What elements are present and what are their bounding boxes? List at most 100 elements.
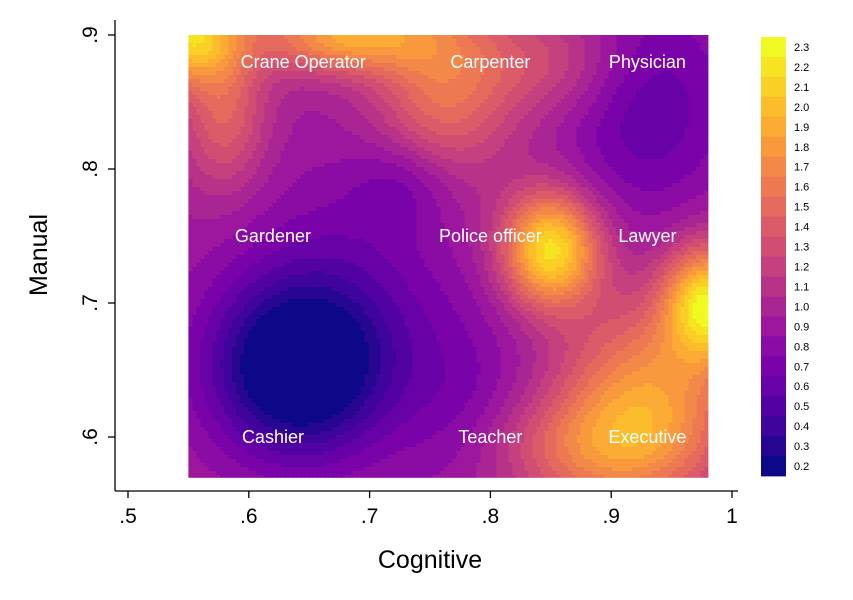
heat-cell <box>500 175 505 180</box>
heat-cell <box>608 183 613 188</box>
heat-cell <box>648 71 653 76</box>
heat-cell <box>380 159 385 164</box>
heat-cell <box>444 147 449 152</box>
heat-cell <box>228 67 233 72</box>
heat-cell <box>532 91 537 96</box>
heat-cell <box>408 71 413 76</box>
heat-cell <box>356 103 361 108</box>
heat-cell <box>616 43 621 48</box>
heat-cell <box>216 115 221 120</box>
heat-cell <box>320 175 325 180</box>
heat-cell <box>188 155 193 160</box>
heat-cell <box>488 35 493 40</box>
heat-cell <box>568 139 573 144</box>
heat-cell <box>680 91 685 96</box>
heat-cell <box>260 107 265 112</box>
heat-cell <box>476 99 481 104</box>
heat-cell <box>588 127 593 132</box>
heat-cell <box>404 55 409 60</box>
heat-cell <box>532 51 537 56</box>
heat-cell <box>436 39 441 44</box>
heat-cell <box>472 139 477 144</box>
heat-cell <box>440 63 445 68</box>
heat-cell <box>436 83 441 88</box>
heat-cell <box>552 171 557 176</box>
heat-cell <box>596 43 601 48</box>
heat-cell <box>704 47 709 52</box>
heat-cell <box>696 123 701 128</box>
heat-cell <box>468 131 473 136</box>
heat-cell <box>492 135 497 140</box>
heat-cell <box>628 63 633 68</box>
heat-cell <box>428 47 433 52</box>
heat-cell <box>660 95 665 100</box>
heat-cell <box>704 79 709 84</box>
heat-cell <box>592 91 597 96</box>
heat-cell <box>508 147 513 152</box>
heat-cell <box>340 51 345 56</box>
heat-cell <box>312 139 317 144</box>
heat-cell <box>456 75 461 80</box>
heat-cell <box>576 91 581 96</box>
heat-cell <box>296 87 301 92</box>
heat-cell <box>240 71 245 76</box>
heat-cell <box>680 155 685 160</box>
heat-cell <box>420 39 425 44</box>
heat-cell <box>552 75 557 80</box>
heat-cell <box>212 39 217 44</box>
heat-cell <box>672 63 677 68</box>
heat-cell <box>600 175 605 180</box>
heat-cell <box>588 51 593 56</box>
heat-cell <box>228 159 233 164</box>
heat-cell <box>376 163 381 168</box>
heat-cell <box>284 87 289 92</box>
heat-cell <box>476 159 481 164</box>
heat-cell <box>600 83 605 88</box>
heat-cell <box>496 163 501 168</box>
heat-cell <box>368 71 373 76</box>
heat-cell <box>524 35 529 40</box>
heat-cell <box>344 171 349 176</box>
heat-cell <box>224 119 229 124</box>
heat-cell <box>552 103 557 108</box>
heat-cell <box>208 147 213 152</box>
heat-cell <box>592 155 597 160</box>
heat-cell <box>460 99 465 104</box>
heat-cell <box>476 35 481 40</box>
heat-cell <box>584 99 589 104</box>
heat-cell <box>656 131 661 136</box>
heat-cell <box>396 115 401 120</box>
heat-cell <box>664 183 669 188</box>
heat-cell <box>700 163 705 168</box>
heat-cell <box>696 51 701 56</box>
heat-cell <box>504 147 509 152</box>
heat-cell <box>204 131 209 136</box>
heat-cell <box>604 123 609 128</box>
heat-cell <box>492 75 497 80</box>
heat-cell <box>448 91 453 96</box>
heat-cell <box>672 83 677 88</box>
heat-cell <box>600 131 605 136</box>
heat-cell <box>512 163 517 168</box>
heat-cell <box>552 47 557 52</box>
heat-cell <box>368 63 373 68</box>
heat-cell <box>588 123 593 128</box>
heat-cell <box>588 47 593 52</box>
heat-cell <box>556 163 561 168</box>
heat-cell <box>292 187 297 192</box>
heat-cell <box>696 67 701 72</box>
heat-cell <box>472 59 477 64</box>
heat-cell <box>604 79 609 84</box>
heat-cell <box>664 119 669 124</box>
heat-cell <box>340 91 345 96</box>
heat-cell <box>540 87 545 92</box>
heat-cell <box>240 67 245 72</box>
heat-cell <box>580 95 585 100</box>
heat-cell <box>288 75 293 80</box>
heat-cell <box>568 155 573 160</box>
heat-cell <box>396 155 401 160</box>
heat-cell <box>244 91 249 96</box>
heat-cell <box>440 123 445 128</box>
heat-cell <box>192 131 197 136</box>
heat-cell <box>544 139 549 144</box>
